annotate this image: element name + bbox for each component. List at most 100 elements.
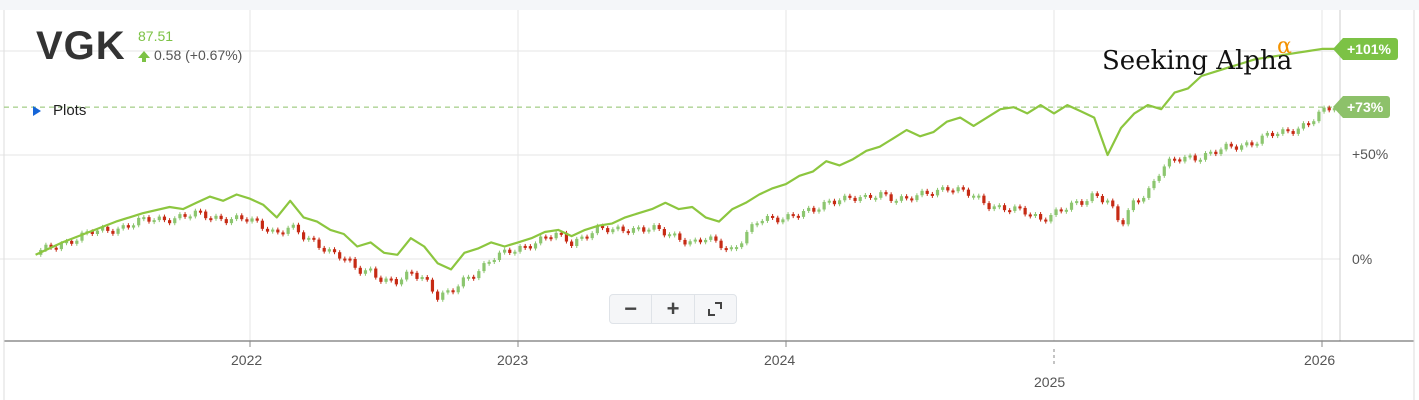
candle-body (662, 229, 666, 236)
candle-body (961, 187, 965, 190)
candle-body (487, 261, 491, 264)
candle-body (229, 219, 234, 224)
candle-body (44, 244, 48, 250)
brand-logo: Seeking Alpha (1102, 46, 1293, 76)
candle-body (420, 277, 424, 280)
candle-body (461, 277, 465, 287)
candle-body (183, 214, 187, 217)
candle-body (1234, 146, 1239, 150)
candle-body (255, 218, 259, 221)
candle-body (477, 271, 481, 279)
candle-body (353, 258, 357, 268)
candle-body (142, 217, 146, 220)
candle-body (1219, 149, 1223, 155)
candle-body (399, 279, 404, 285)
candle-body (332, 249, 337, 253)
candle-body (642, 227, 646, 232)
candle-body (1064, 209, 1068, 212)
candle-body (1173, 158, 1177, 161)
candle-body (137, 217, 141, 226)
candle-body (1111, 200, 1115, 207)
candle-body (1008, 210, 1012, 213)
candle-body (838, 200, 842, 205)
candle-body (1240, 145, 1244, 150)
end-value-badge: +101% (1333, 38, 1398, 60)
candle-body (188, 216, 192, 219)
candlestick-series (39, 105, 1336, 302)
candle-body (389, 278, 393, 281)
candle-body (1023, 207, 1027, 215)
candle-body (441, 292, 445, 300)
candle-body (549, 237, 553, 240)
candle-body (1121, 220, 1125, 225)
candle-body (1018, 206, 1022, 209)
candle-body (740, 243, 744, 248)
candle-body (734, 247, 739, 250)
candle-body (693, 239, 697, 242)
candle-body (647, 229, 651, 232)
top-band (0, 0, 1419, 10)
candle-body (338, 252, 342, 259)
candle-body (812, 207, 816, 212)
candle-body (508, 249, 512, 253)
x-tick-label-2024: 2024 (764, 352, 796, 368)
candle-body (817, 209, 821, 212)
candle-body (235, 215, 239, 220)
candle-body (1167, 158, 1172, 167)
candle-body (513, 251, 517, 254)
candle-body (935, 189, 940, 196)
candle-body (884, 192, 888, 195)
candle-body (317, 239, 321, 248)
candle-body (1044, 219, 1048, 222)
candle-body (1260, 135, 1264, 144)
candle-body (575, 238, 579, 246)
candle-body (807, 207, 811, 212)
candle-body (1039, 214, 1043, 220)
candle-body (1307, 123, 1311, 126)
candle-body (271, 229, 275, 232)
zoom-in-button[interactable]: + (652, 295, 695, 323)
candle-body (786, 214, 790, 220)
candle-body (1157, 175, 1161, 181)
candle-body (724, 248, 728, 251)
candle-body (178, 214, 182, 219)
candle-body (698, 239, 703, 243)
candle-body (925, 190, 929, 194)
price-change: 0.58 (+0.67%) (138, 47, 242, 63)
candle-body (302, 232, 306, 240)
candle-body (1255, 143, 1259, 146)
candle-body (157, 216, 161, 221)
candle-body (374, 268, 378, 278)
candle-body (941, 187, 945, 190)
candle-body (1214, 151, 1218, 155)
candle-body (982, 195, 986, 204)
candle-body (307, 237, 311, 240)
candle-body (544, 236, 548, 239)
fullscreen-button[interactable] (695, 295, 736, 323)
candle-body (173, 218, 177, 224)
candle-body (920, 190, 924, 196)
candle-body (198, 210, 203, 213)
candle-body (528, 246, 532, 249)
plots-toggle[interactable]: Plots (33, 102, 86, 119)
candle-body (729, 247, 733, 250)
candle-body (250, 218, 254, 222)
play-triangle-icon (33, 105, 41, 116)
candle-body (152, 220, 156, 223)
candle-body (1090, 193, 1094, 202)
candle-body (384, 278, 388, 282)
candle-body (523, 245, 527, 248)
zoom-out-button[interactable]: − (610, 295, 653, 323)
candle-body (781, 219, 785, 223)
candle-body (121, 225, 125, 229)
candle-body (415, 272, 419, 279)
candle-body (214, 215, 218, 219)
candle-body (204, 211, 208, 219)
candle-body (1276, 133, 1280, 137)
candle-body (827, 200, 831, 203)
candle-body (667, 234, 672, 237)
candle-body (497, 252, 502, 261)
candle-body (1028, 214, 1032, 217)
candle-body (59, 243, 63, 250)
